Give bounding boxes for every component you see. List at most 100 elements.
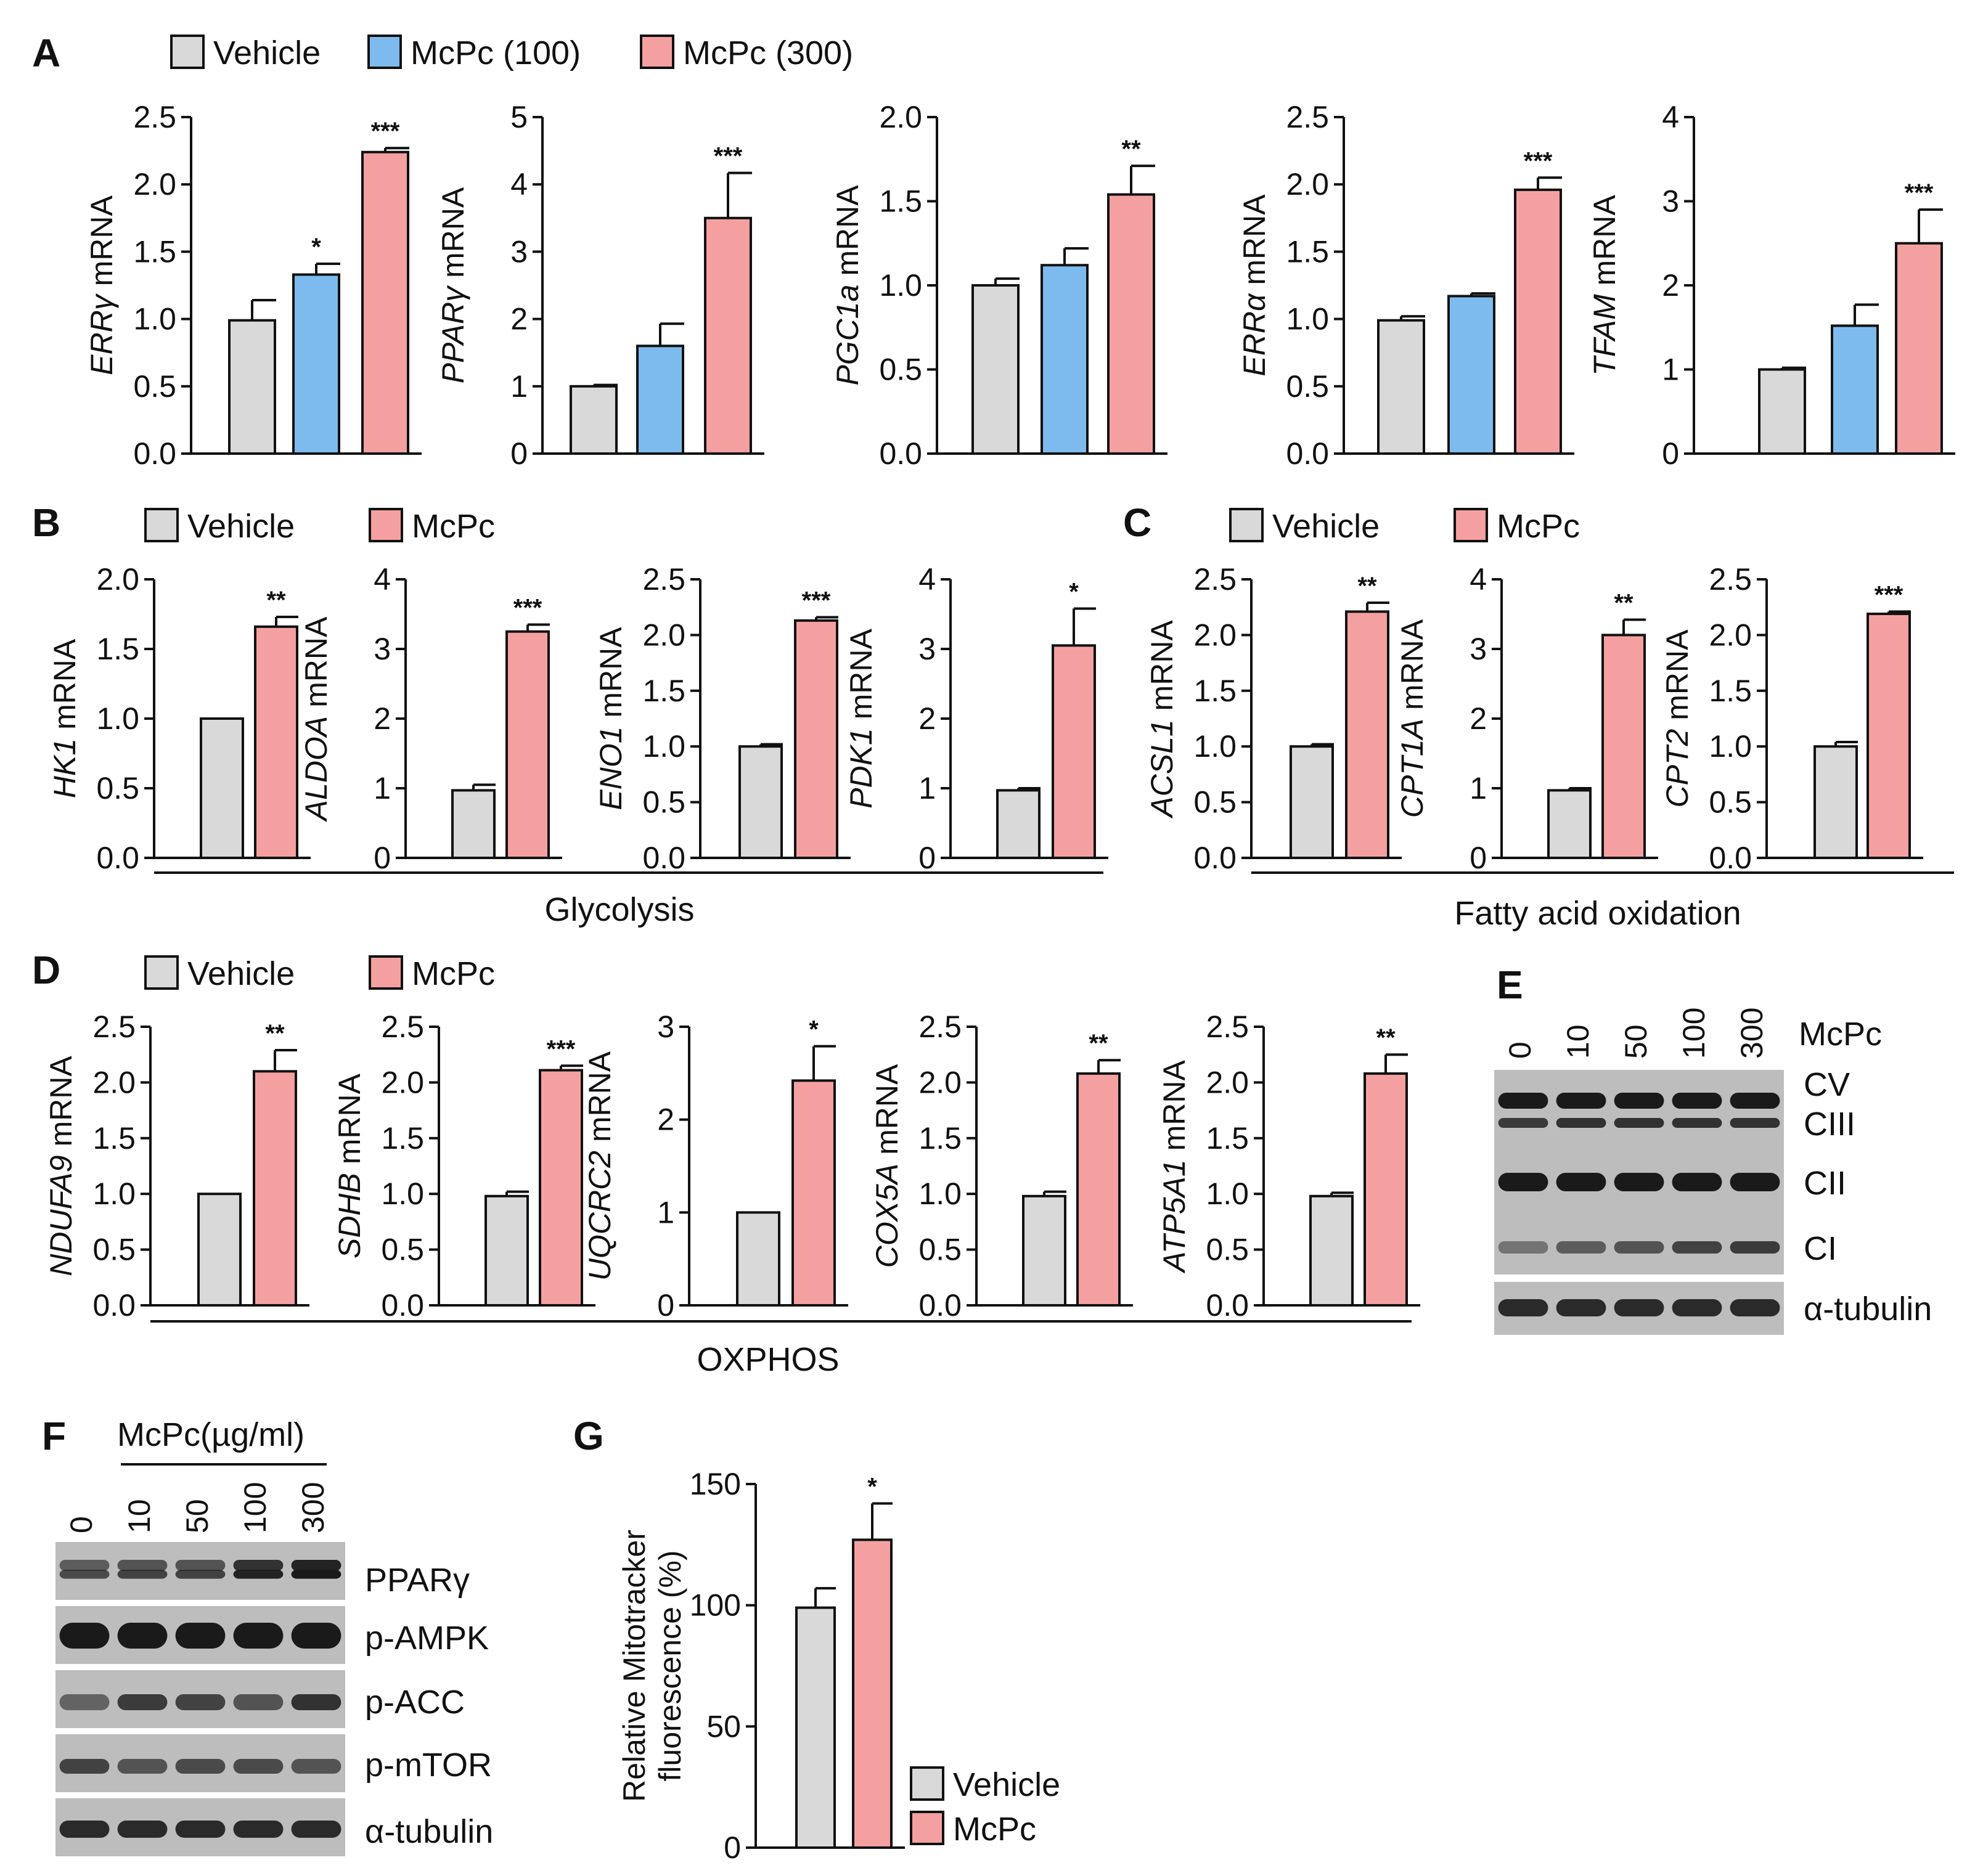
significance-label: ** (1121, 136, 1141, 163)
y-axis-label: CPT1A mRNA (1395, 619, 1429, 818)
bar-vehicle (451, 789, 496, 860)
bar-mcpc (253, 1070, 297, 1307)
y-tick-label: 2 (1470, 701, 1487, 736)
bar-mcpc (1076, 1072, 1121, 1307)
band (233, 1623, 284, 1649)
y-tick-label: 3 (374, 632, 391, 666)
y-tick-label: 3 (510, 234, 528, 269)
space (583, 1142, 617, 1151)
y-tick-label: 2.5 (1709, 562, 1752, 597)
legend-swatch-mcpc-100 (367, 35, 402, 69)
unit: mRNA (332, 1073, 367, 1164)
unit: mRNA (84, 195, 119, 287)
band (1614, 1299, 1664, 1316)
gene-name: ERRα (1237, 293, 1272, 377)
band (1730, 1093, 1780, 1109)
y-axis-label: COX5A mRNA (870, 1064, 904, 1268)
chart-B4: 0 1 2 3 4 PDK1 mRNA * (844, 562, 1108, 875)
y-tick-label: 2.0 (879, 100, 922, 134)
space (1660, 720, 1695, 729)
y-tick-label: 1.5 (381, 1121, 424, 1156)
y-tick-label: 0.0 (1206, 1288, 1249, 1323)
band-label: CI (1804, 1230, 1837, 1267)
unit: mRNA (44, 1056, 78, 1147)
significance-label: *** (1905, 179, 1934, 206)
panel-label-B: B (32, 500, 60, 545)
y-tick-label: 2.5 (381, 1009, 424, 1044)
legend-swatch-mcpc (369, 955, 403, 990)
y-axis-label: PGC1a mRNA (830, 185, 865, 386)
y-tick-label: 100 (690, 1588, 741, 1623)
lane-label: 300 (1735, 1008, 1769, 1059)
y-axis-label: PPARγ mRNA (436, 187, 470, 383)
bar-mcpc-300- (361, 150, 409, 455)
bar-vehicle (1377, 319, 1425, 455)
chart-B3: 0.0 0.5 1.0 1.5 2.0 2.5 ENO1 mRNA *** (594, 562, 851, 875)
y-tick-label: 1.0 (1193, 729, 1237, 764)
y-tick-label: 0.0 (133, 436, 176, 471)
bar-mcpc (1601, 634, 1646, 860)
y-tick-label: 1.0 (96, 701, 139, 736)
bar-mcpc (1867, 613, 1911, 859)
band (175, 1623, 226, 1649)
y-tick-label: 2.0 (381, 1065, 424, 1099)
band (59, 1560, 110, 1571)
band (1672, 1241, 1722, 1254)
y-tick-label: 2.0 (918, 1065, 962, 1099)
y-tick-label: 0.0 (96, 841, 139, 875)
legend-swatch-vehicle (144, 955, 179, 990)
y-tick-label: 0 (374, 841, 391, 875)
y-axis-label: ALDOA mRNA (299, 616, 333, 822)
y-tick-label: 1 (918, 771, 936, 805)
y-tick-label: 0 (918, 841, 936, 875)
y-tick-label: 1.5 (1709, 674, 1752, 708)
y-tick-label: 1.5 (1206, 1121, 1249, 1156)
unit: mRNA (1157, 1060, 1192, 1151)
significance-label: ** (266, 587, 286, 614)
band (59, 1623, 110, 1649)
space (594, 718, 628, 727)
band (1730, 1299, 1780, 1316)
band (1498, 1173, 1548, 1191)
band (59, 1570, 110, 1579)
significance-label: * (1069, 578, 1079, 605)
y-axis-label: ENO1 mRNA (594, 627, 628, 810)
y-tick-label: 2.5 (92, 1009, 136, 1044)
band (59, 1759, 110, 1774)
band (291, 1560, 341, 1571)
y-tick-label: 2.0 (1709, 618, 1752, 652)
y-tick-label: 1.0 (1709, 729, 1752, 764)
blot-F: 0 10 50 100 300 McPc(µg/ml) PPARγ p-AMPK p-ACC p-… (55, 1416, 493, 1856)
y-tick-label: 3 (1470, 632, 1487, 666)
y-tick-label: 1 (374, 771, 391, 805)
significance-label: * (311, 234, 321, 261)
y-tick-label: 1.5 (642, 674, 685, 708)
significance-label: ** (1089, 1030, 1108, 1057)
band (117, 1623, 168, 1649)
y-tick-label: 1.0 (642, 729, 685, 764)
chart-D1: 0.0 0.5 1.0 1.5 2.0 2.5 NDUFA9 mRNA ** (44, 1009, 309, 1323)
legend-swatch-mcpc (369, 508, 403, 542)
y-tick-label: 2.0 (96, 562, 139, 597)
band (175, 1759, 226, 1774)
y-tick-label: 0.5 (133, 369, 176, 404)
y-tick-label: 0 (510, 436, 528, 471)
significance-label: * (867, 1473, 877, 1500)
y-tick-label: 0.0 (1193, 841, 1237, 875)
y-tick-label: 1.5 (879, 184, 922, 219)
band-label: CIII (1804, 1106, 1855, 1143)
band-label: CII (1804, 1165, 1846, 1202)
band (59, 1821, 110, 1838)
band-label: p-AMPK (365, 1620, 489, 1657)
unit: mRNA (299, 616, 333, 708)
legend-G: Vehicle McPc (910, 1766, 1060, 1848)
y-tick-label: 2.0 (1193, 618, 1237, 652)
space (47, 730, 82, 738)
y-tick-label: 1.5 (1193, 674, 1237, 708)
y-tick-label: 0.0 (1286, 436, 1329, 471)
bar-vehicle (1758, 368, 1806, 455)
y-axis-label: ERRα mRNA (1237, 194, 1272, 377)
